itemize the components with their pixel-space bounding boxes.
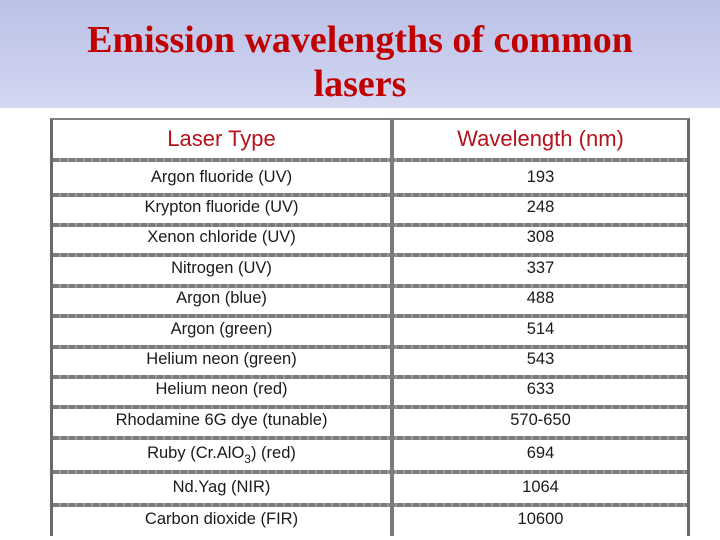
laser-type-text-suffix: ) (red) <box>250 444 296 462</box>
laser-type-cell: Argon (blue) <box>176 289 267 307</box>
wavelength-cell: 543 <box>526 350 555 368</box>
laser-type-text: Ruby (Cr.AlO <box>147 444 245 462</box>
header-wavelength: Wavelength (nm) <box>457 126 624 151</box>
row-divider <box>53 314 687 318</box>
table-frame <box>50 118 690 536</box>
table-row: Carbon dioxide (FIR) 10600 <box>53 504 687 535</box>
wavelength-cell: 337 <box>526 259 555 277</box>
wavelength-cell: 694 <box>526 444 555 462</box>
row-divider <box>53 470 687 474</box>
table-row: Xenon chloride (UV) 308 <box>53 222 687 253</box>
wavelength-cell: 308 <box>526 228 555 246</box>
table-row: Nd.Yag (NIR) 1064 <box>53 472 687 503</box>
header-laser-type: Laser Type <box>167 126 276 151</box>
laser-type-cell: Krypton fluoride (UV) <box>144 198 299 216</box>
laser-type-cell: Argon fluoride (UV) <box>150 168 293 186</box>
laser-type-cell: Xenon chloride (UV) <box>147 228 296 246</box>
row-divider <box>53 436 687 440</box>
slide-title: Emission wavelengths of common lasers <box>0 18 720 106</box>
slide-title-line1: Emission wavelengths of common <box>87 19 633 61</box>
laser-type-cell: Helium neon (red) <box>155 380 288 398</box>
row-divider <box>53 375 687 379</box>
wavelength-cell: 1064 <box>522 478 559 496</box>
wavelength-cell: 633 <box>526 380 555 398</box>
wavelength-cell: 488 <box>526 289 555 307</box>
wavelength-cell: 10600 <box>517 510 564 528</box>
table-row: Argon (blue) 488 <box>53 283 687 314</box>
column-divider <box>390 118 394 536</box>
table-row: Ruby (Cr.AlO3) (red) 694 <box>53 438 687 469</box>
row-divider <box>53 158 687 162</box>
subscript-text: 3 <box>244 452 251 466</box>
row-divider <box>53 193 687 197</box>
laser-type-cell: Rhodamine 6G dye (tunable) <box>115 411 328 429</box>
table-row: Helium neon (red) 633 <box>53 374 687 405</box>
wavelength-cell: 193 <box>526 168 555 186</box>
row-divider <box>53 284 687 288</box>
row-divider <box>53 503 687 507</box>
laser-type-cell: Carbon dioxide (FIR) <box>144 510 299 528</box>
laser-type-cell: Ruby (Cr.AlO3) (red) <box>53 438 390 469</box>
table-row: Argon (green) 514 <box>53 314 687 345</box>
table-row: Helium neon (green) 543 <box>53 344 687 375</box>
table-row: Rhodamine 6G dye (tunable) 570-650 <box>53 405 687 436</box>
row-divider <box>53 405 687 409</box>
laser-type-cell: Helium neon (green) <box>146 350 297 368</box>
table-row: Argon fluoride (UV) 193 <box>53 162 687 193</box>
row-divider <box>53 345 687 349</box>
wavelength-cell: 248 <box>526 198 555 216</box>
wavelength-cell: 570-650 <box>510 411 571 429</box>
table-row: Krypton fluoride (UV) 248 <box>53 192 687 223</box>
laser-type-cell: Nd.Yag (NIR) <box>172 478 271 496</box>
laser-wavelength-table: Laser Type Wavelength (nm) Argon fluorid… <box>50 118 690 536</box>
slide-title-line2: lasers <box>313 63 407 105</box>
row-divider <box>53 253 687 257</box>
row-divider <box>53 223 687 227</box>
table-row: Nitrogen (UV) 337 <box>53 253 687 284</box>
laser-type-cell: Nitrogen (UV) <box>171 259 272 277</box>
title-band <box>0 0 720 108</box>
laser-type-cell: Argon (green) <box>170 320 273 338</box>
wavelength-cell: 514 <box>526 320 555 338</box>
